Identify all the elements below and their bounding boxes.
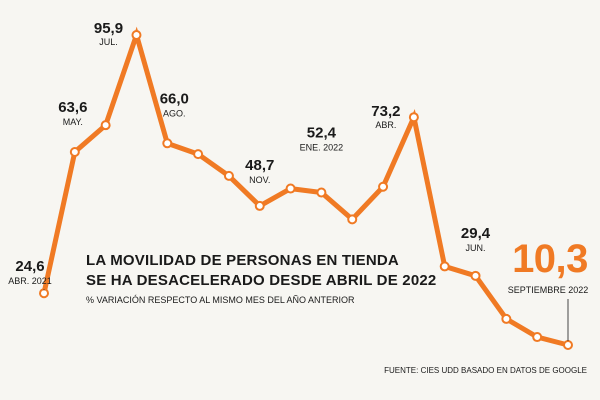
data-point <box>470 270 481 281</box>
chart-subtitle: % VARIACIÓN RESPECTO AL MISMO MES DEL AÑ… <box>86 295 355 305</box>
chart-source: FUENTE: CIES UDD BASADO EN DATOS DE GOOG… <box>384 366 587 375</box>
data-point <box>408 112 419 123</box>
data-points-group <box>39 30 573 350</box>
series-line <box>41 26 569 348</box>
point-date-label: ABR. 2021 <box>8 276 52 286</box>
data-point <box>131 30 142 40</box>
data-label: 48,7 <box>245 157 274 174</box>
highlight-data-label: 10,3 <box>512 237 588 281</box>
data-point <box>254 200 265 211</box>
data-point <box>69 146 80 157</box>
data-point <box>378 181 389 192</box>
point-date-label: JUL. <box>99 37 118 47</box>
data-point <box>162 138 173 149</box>
point-date-label: MAY. <box>63 117 83 127</box>
data-point <box>39 288 49 299</box>
data-point <box>501 313 512 324</box>
point-date-label: NOV. <box>249 175 270 185</box>
point-date-label: SEPTIEMBRE 2022 <box>508 285 589 295</box>
data-point <box>285 183 296 194</box>
data-label: 73,2 <box>371 103 400 120</box>
point-date-label: JUN. <box>466 243 486 253</box>
chart-title-line-1: LA MOVILIDAD DE PERSONAS EN TIENDA <box>86 252 399 269</box>
data-point <box>316 187 327 198</box>
data-label: 63,6 <box>58 99 87 116</box>
data-label: 52,4 <box>307 125 337 142</box>
data-label: 95,9 <box>94 20 123 37</box>
data-label: 29,4 <box>461 225 491 242</box>
data-point <box>193 149 204 160</box>
data-label: 24,6 <box>15 258 44 275</box>
point-date-label: ABR. <box>375 120 396 130</box>
data-point <box>100 120 111 131</box>
data-point <box>532 332 543 343</box>
data-label: 66,0 <box>160 90 189 107</box>
series-line-group <box>41 26 569 348</box>
chart-title-line-2: SE HA DESACELERADO DESDE ABRIL DE 2022 <box>86 272 436 289</box>
data-point <box>439 261 450 272</box>
data-point <box>347 214 358 225</box>
point-date-label: ENE. 2022 <box>300 143 344 153</box>
data-point <box>563 340 573 350</box>
data-point <box>223 170 234 181</box>
point-date-label: AGO. <box>163 108 186 118</box>
